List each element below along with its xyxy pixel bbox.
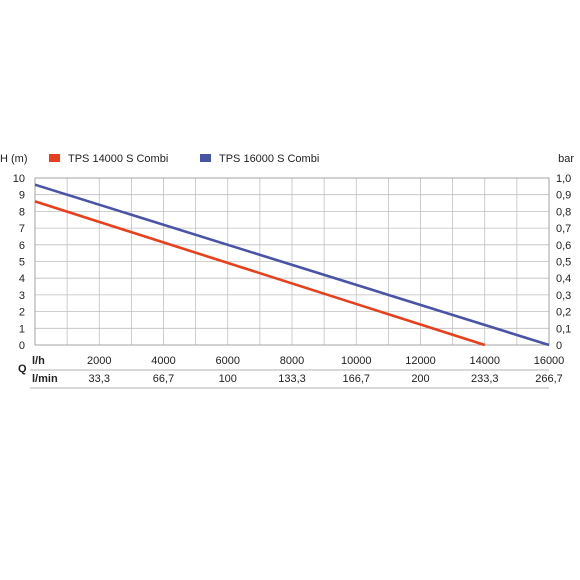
series-line-tps-16000	[34, 183, 550, 347]
y-tick-left: 6	[19, 240, 25, 252]
y-axis-label-left: H (m)	[0, 153, 28, 165]
x-tick-lmin: 66,7	[153, 373, 174, 385]
y-tick-right: 1,0	[556, 173, 571, 185]
x-unit-lh: l/h	[32, 355, 45, 367]
legend-swatch-tps-16000	[200, 154, 211, 162]
y-tick-left: 10	[13, 173, 25, 185]
x-tick-lh: 8000	[280, 355, 304, 367]
x-unit-lmin: l/min	[32, 373, 58, 385]
x-tick-lmin: 200	[411, 373, 429, 385]
y-tick-right: 0,9	[556, 190, 571, 202]
legend-label-tps-14000: TPS 14000 S Combi	[68, 153, 168, 165]
y-tick-right: 0,1	[556, 323, 571, 335]
x-tick-lh: 6000	[216, 355, 240, 367]
y-tick-left: 1	[19, 323, 25, 335]
y-tick-left: 4	[19, 273, 25, 285]
x-tick-lmin: 100	[219, 373, 237, 385]
x-tick-lmin: 166,7	[342, 373, 370, 385]
y-tick-right: 0,2	[556, 307, 571, 319]
x-tick-lmin: 33,3	[89, 373, 110, 385]
x-tick-lh: 4000	[151, 355, 175, 367]
y-tick-left: 5	[19, 257, 25, 269]
legend: TPS 14000 S Combi TPS 16000 S Combi	[49, 153, 319, 165]
plot-frame	[34, 177, 550, 346]
y-tick-right: 0,5	[556, 257, 571, 269]
x-tick-lmin: 266,7	[535, 373, 563, 385]
x-tick-lmin: 133,3	[278, 373, 306, 385]
x-axis: Q l/h l/min 2000 4000 6000 8000 10000 12000 14…	[18, 355, 565, 389]
y-axis-label-right: bar	[558, 153, 574, 165]
y-tick-right: 0,6	[556, 240, 571, 252]
x-tick-lmin: 233,3	[471, 373, 499, 385]
y-tick-left: 2	[19, 307, 25, 319]
legend-label-tps-16000: TPS 16000 S Combi	[219, 153, 319, 165]
y-tick-right: 0,3	[556, 290, 571, 302]
y-tick-left: 3	[19, 290, 25, 302]
y-tick-right: 0	[556, 340, 562, 352]
q-label: Q	[18, 363, 27, 375]
y-tick-right: 0,8	[556, 206, 571, 218]
y-tick-left: 7	[19, 223, 25, 235]
y-tick-left: 9	[19, 190, 25, 202]
series-line-tps-14000	[34, 200, 486, 347]
y-tick-right: 0,7	[556, 223, 571, 235]
y-tick-left: 0	[19, 340, 25, 352]
y-tick-left: 8	[19, 206, 25, 218]
x-tick-lh: 2000	[87, 355, 111, 367]
series-lines	[34, 183, 550, 347]
x-tick-lh: 10000	[341, 355, 372, 367]
legend-swatch-tps-14000	[49, 154, 60, 162]
x-tick-lh: 12000	[405, 355, 436, 367]
grid	[34, 177, 550, 346]
x-tick-lh: 14000	[469, 355, 500, 367]
x-tick-lh: 16000	[534, 355, 565, 367]
y-tick-right: 0,4	[556, 273, 571, 285]
y-tick-labels: 0 1 2 3 4 5 6 7 8 9 10 0 0,1 0,2 0,3 0,4 0,5 0,6 0,7 0,8 0,9…	[13, 173, 572, 352]
